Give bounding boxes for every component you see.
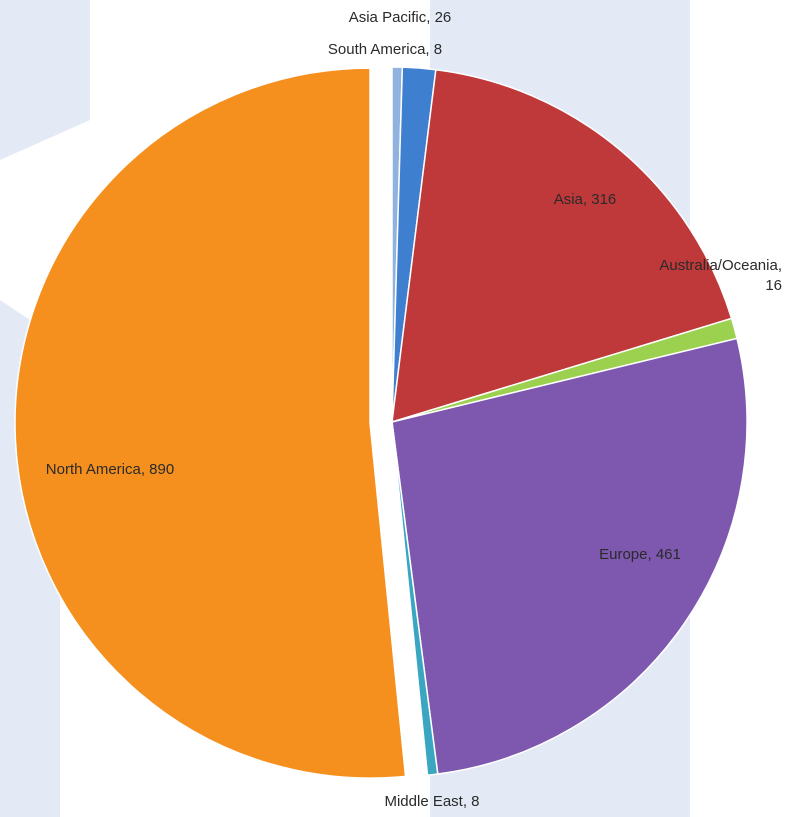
data-label: Australia/Oceania, 16 bbox=[659, 257, 782, 294]
data-label: South America, 8 bbox=[327, 41, 443, 58]
pie-slice bbox=[391, 68, 733, 424]
data-label: North America, 890 bbox=[45, 461, 175, 478]
pie-slice bbox=[14, 67, 407, 779]
watermark bbox=[0, 0, 90, 160]
pie bbox=[14, 66, 748, 779]
data-label: Europe, 461 bbox=[599, 546, 681, 563]
pie-slice bbox=[391, 421, 439, 777]
data-label: Middle East, 8 bbox=[384, 793, 480, 810]
data-label: Asia Pacific, 26 bbox=[348, 9, 452, 26]
pie-slice bbox=[391, 337, 748, 775]
data-label: Asia, 316 bbox=[553, 191, 617, 208]
